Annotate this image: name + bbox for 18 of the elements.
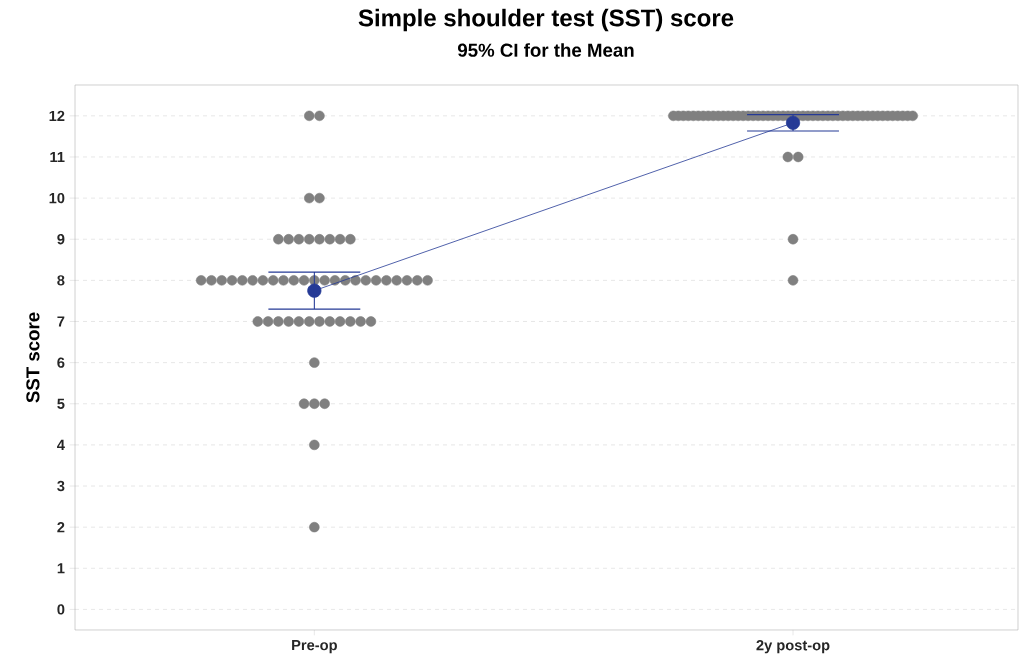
x-tick-label: 2y post-op	[756, 640, 830, 654]
y-tick-label: 0	[57, 604, 65, 615]
y-tick-label: 6	[57, 357, 65, 368]
y-axis-title: SST score	[26, 312, 40, 403]
y-tick-label: 9	[57, 234, 65, 245]
y-tick-label: 5	[57, 398, 65, 409]
y-tick-label: 1	[57, 563, 65, 574]
y-tick-label: 8	[57, 275, 65, 286]
chart-title: Simple shoulder test (SST) score	[358, 8, 734, 32]
y-tick-label: 7	[57, 316, 65, 327]
y-tick-label: 2	[57, 522, 65, 533]
y-tick-label: 11	[50, 151, 65, 163]
y-tick-label: 10	[49, 192, 65, 204]
chart-subtitle: 95% CI for the Mean	[457, 43, 634, 57]
x-tick-label: Pre-op	[292, 640, 337, 654]
y-tick-label: 3	[57, 480, 65, 492]
y-tick-label: 4	[57, 439, 65, 450]
y-tick-label: 12	[49, 110, 65, 121]
